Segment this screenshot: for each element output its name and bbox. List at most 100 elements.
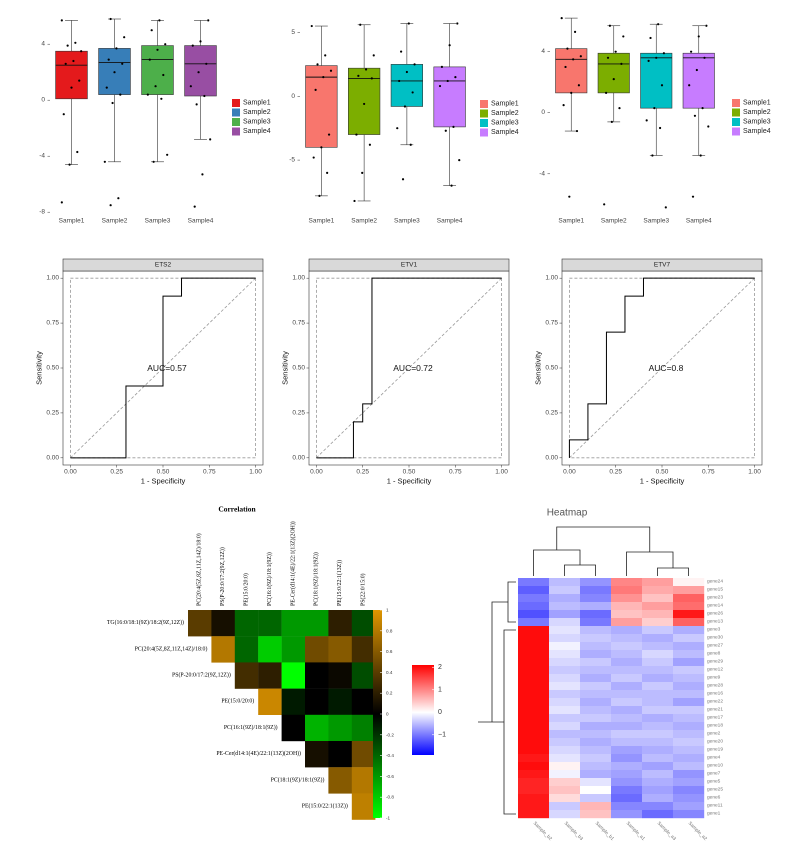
cell xyxy=(673,674,705,683)
cell xyxy=(328,741,352,768)
cell xyxy=(305,610,329,637)
row-label: PE(15:0/20:0) xyxy=(221,698,254,705)
cell xyxy=(549,738,581,747)
strip xyxy=(561,258,763,272)
row-label: TG(16:0/18:1(9Z)/18:2(9Z,12Z)) xyxy=(107,619,184,626)
cell xyxy=(580,802,612,811)
point xyxy=(699,154,702,157)
x-axis-label: 1 - Specificity xyxy=(141,477,186,486)
cell xyxy=(328,610,352,637)
cell xyxy=(351,688,376,715)
point xyxy=(664,206,667,209)
cell xyxy=(580,610,612,619)
box xyxy=(305,65,338,148)
y-tick-label: 0.00 xyxy=(292,454,305,461)
point xyxy=(107,58,110,61)
column-label: PE(15:0/20:0) xyxy=(243,573,250,606)
cell xyxy=(549,754,581,763)
point xyxy=(409,143,412,146)
point xyxy=(693,114,697,117)
cell xyxy=(549,642,581,651)
point xyxy=(70,86,73,89)
cell xyxy=(673,770,705,779)
point xyxy=(413,63,416,66)
point xyxy=(606,56,610,59)
cell xyxy=(642,698,674,707)
point xyxy=(164,43,167,46)
cell xyxy=(549,802,581,811)
x-axis-label: 1 - Specificity xyxy=(387,477,432,486)
point xyxy=(162,73,165,77)
row-label: gene19 xyxy=(707,747,723,753)
legend-swatch xyxy=(732,99,740,107)
row-label: gene18 xyxy=(707,723,723,729)
legend-swatch xyxy=(732,127,740,136)
cell xyxy=(281,610,306,637)
cell xyxy=(611,810,643,819)
point xyxy=(407,22,410,25)
cell xyxy=(518,634,550,643)
row-label: gene7 xyxy=(707,771,721,777)
colorbar-label: -1 xyxy=(386,816,391,821)
point xyxy=(620,62,623,65)
panel-title: ETV1 xyxy=(401,262,418,269)
x-tick-label: Sample1 xyxy=(59,218,85,225)
point xyxy=(121,62,124,65)
cell xyxy=(642,706,674,715)
cell xyxy=(642,738,674,747)
point xyxy=(647,59,650,62)
cell xyxy=(351,714,376,742)
cell xyxy=(549,618,581,627)
row-label: PE-Cer(d14:1(4E)/22:1(13Z)(2OH)) xyxy=(216,750,301,757)
cell xyxy=(549,698,581,707)
x-tick-label: Sample3 xyxy=(145,218,171,225)
y-axis-label: Sensitivity xyxy=(534,351,543,385)
y-tick-label: -4 xyxy=(539,170,545,177)
point xyxy=(691,195,695,198)
x-tick-label: 0.00 xyxy=(64,469,77,476)
cell xyxy=(642,626,674,635)
colorbar-label: 0.6 xyxy=(386,649,393,654)
cell xyxy=(580,746,612,755)
cell xyxy=(673,778,705,787)
cell xyxy=(281,714,306,742)
row-label: gene17 xyxy=(707,715,723,721)
legend-swatch xyxy=(732,108,740,117)
cell xyxy=(549,650,581,659)
row-label: gene12 xyxy=(707,667,723,673)
legend-swatch xyxy=(232,127,240,136)
cell xyxy=(642,722,674,731)
point xyxy=(688,84,691,87)
cell xyxy=(611,658,643,667)
cell xyxy=(549,610,581,619)
x-tick-label: Sample4 xyxy=(188,218,214,225)
cell xyxy=(611,690,643,699)
cell xyxy=(642,610,674,619)
x-tick-label: Sample1 xyxy=(309,218,335,225)
point xyxy=(109,204,112,207)
row-label: gene2 xyxy=(707,731,721,737)
y-tick-label: 0.75 xyxy=(46,320,59,327)
cell xyxy=(580,674,612,683)
cell xyxy=(642,634,674,643)
cell xyxy=(642,618,674,627)
point xyxy=(444,129,447,132)
annotation: AUC=0.72 xyxy=(393,363,433,373)
point xyxy=(64,62,67,65)
y-tick-label: -5 xyxy=(289,157,295,164)
cell xyxy=(518,786,550,795)
x-tick-label: Sample4 xyxy=(686,218,712,225)
point xyxy=(695,68,698,72)
cell xyxy=(580,586,612,595)
cell xyxy=(518,714,550,723)
y-tick-label: 0.00 xyxy=(46,454,59,461)
column-label: PC(18:1(9Z)/18:1(9Z)) xyxy=(313,552,320,606)
point xyxy=(103,160,106,163)
x-tick-label: Sample2 xyxy=(102,218,128,225)
colorbar-label: 0.4 xyxy=(386,670,393,675)
cell xyxy=(673,666,705,675)
cell xyxy=(580,658,612,667)
point xyxy=(655,56,658,59)
legend-swatch xyxy=(480,119,488,127)
cell xyxy=(673,594,705,603)
